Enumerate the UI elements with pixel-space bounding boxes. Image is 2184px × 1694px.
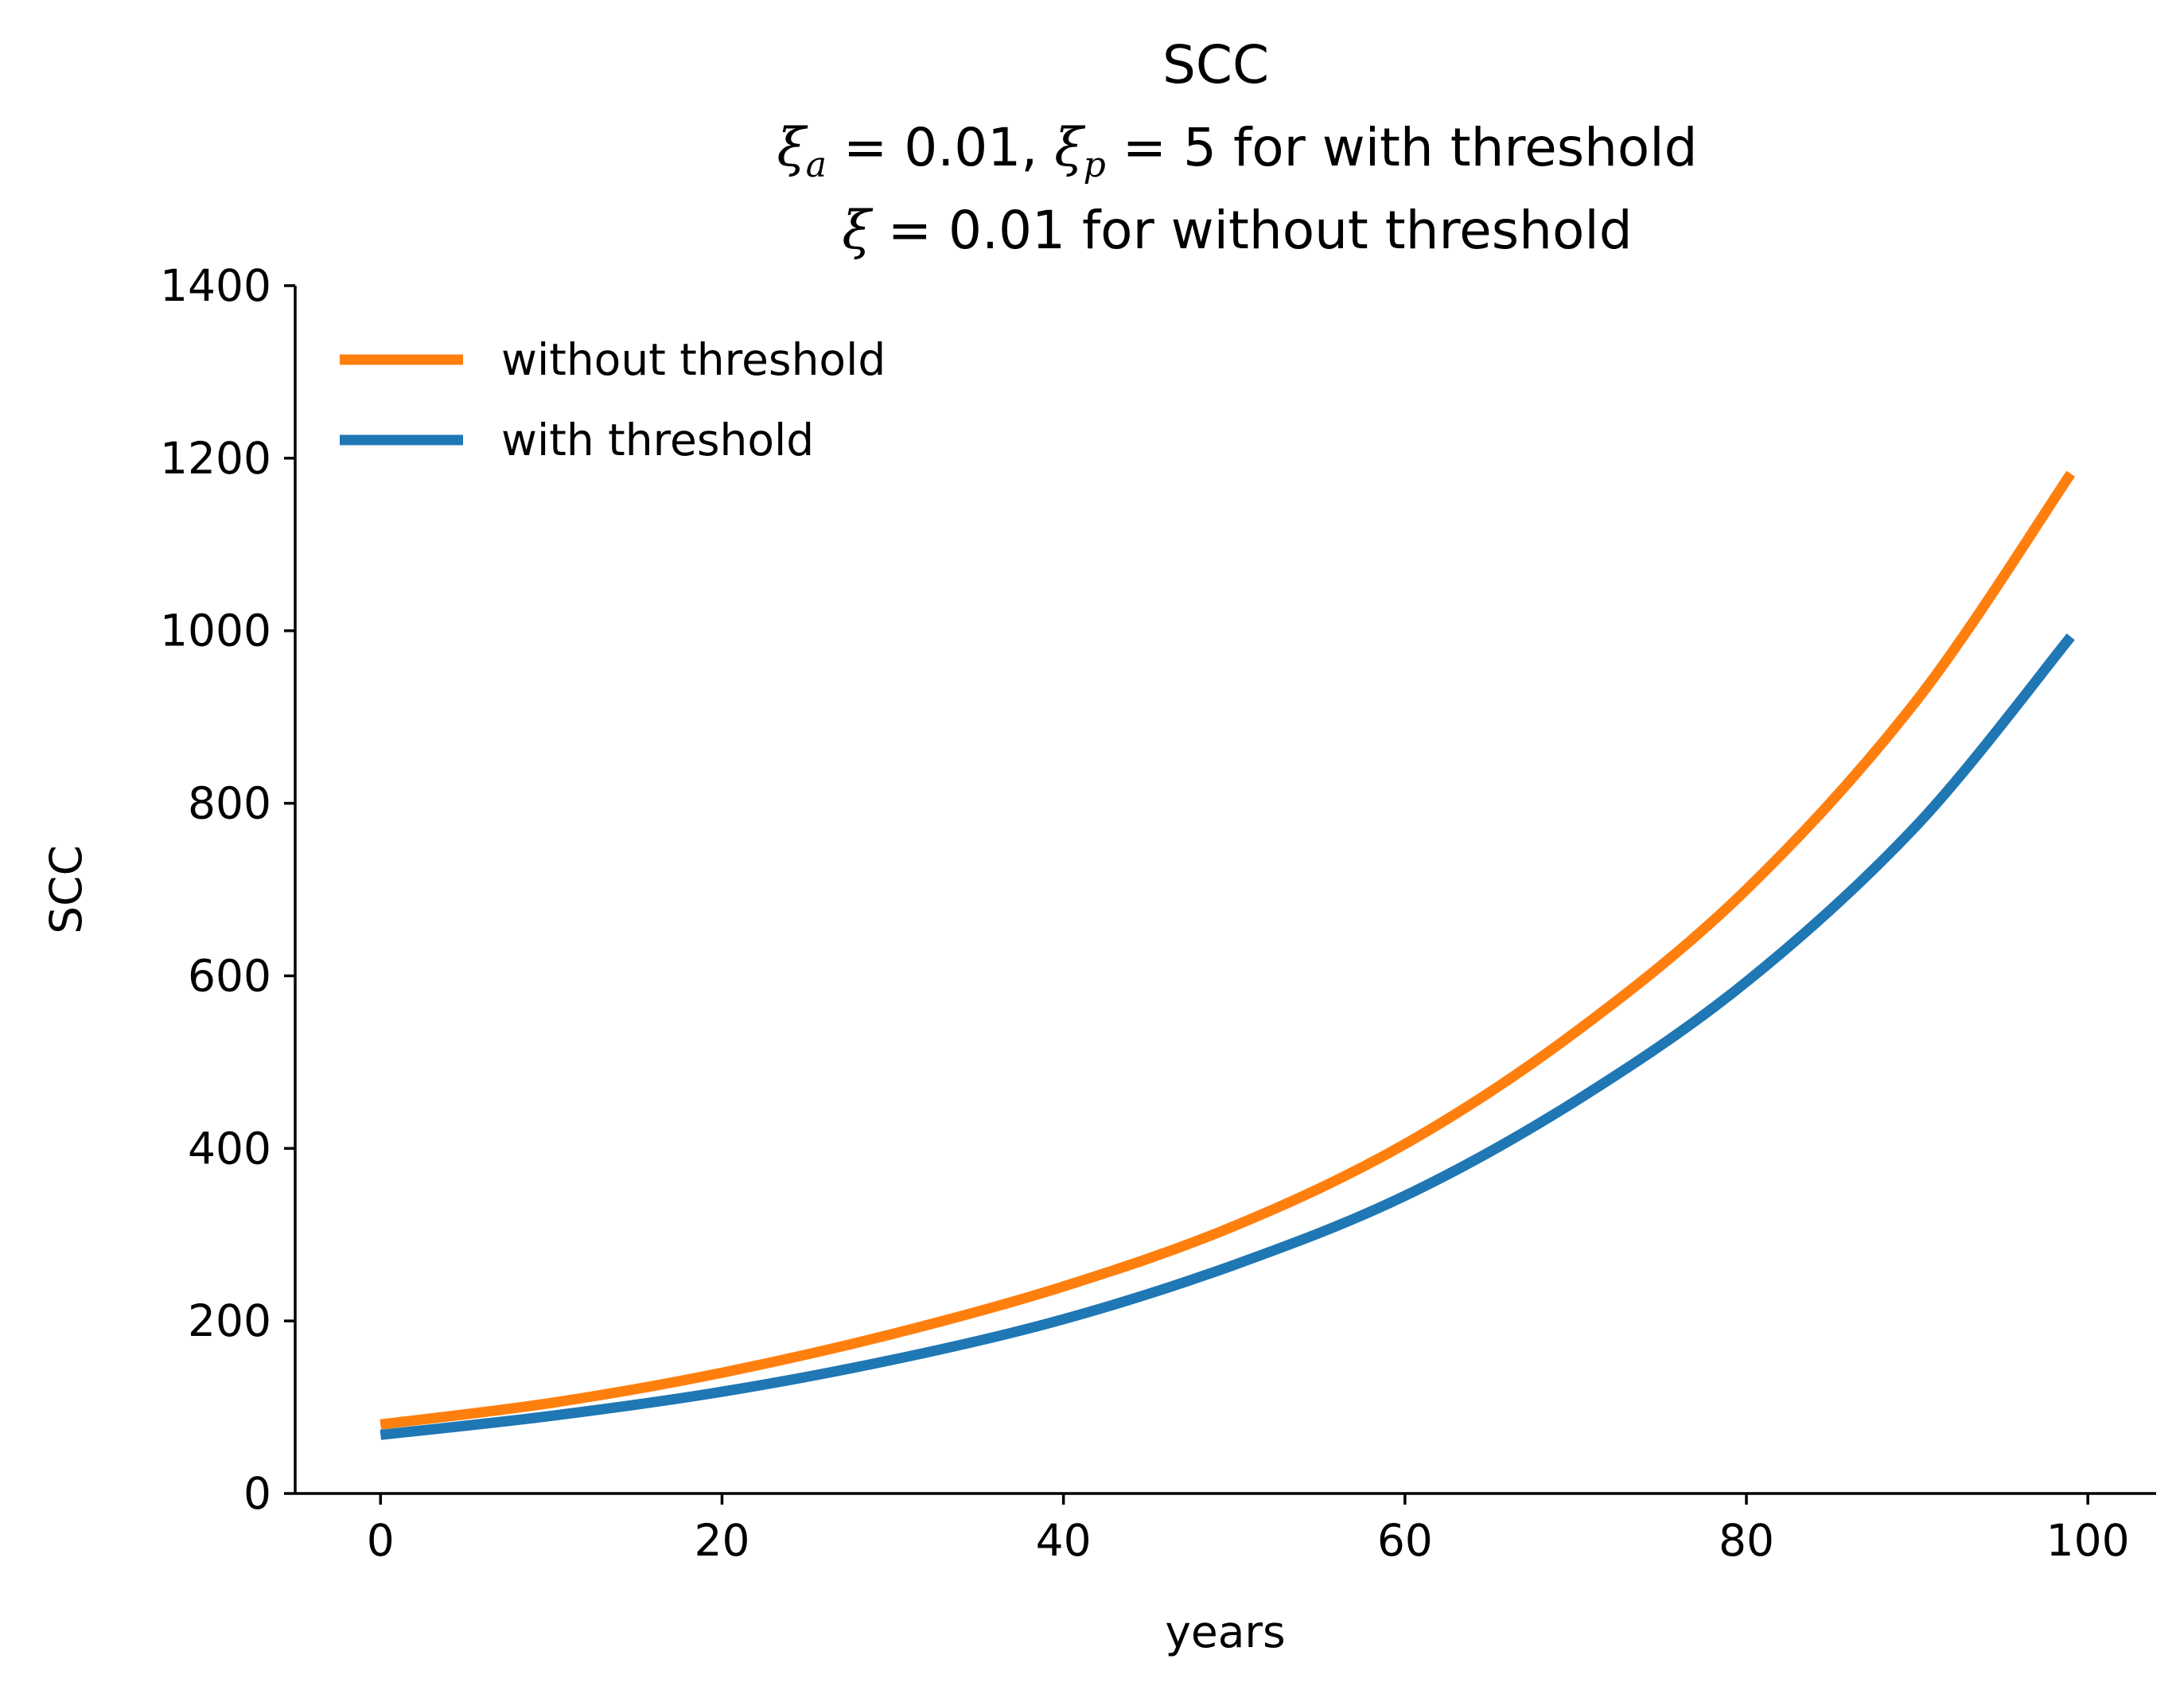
x-tick-label: 0 (367, 1515, 395, 1566)
x-tick-label: 60 (1377, 1515, 1433, 1566)
title-xi-p: ξ (1054, 117, 1086, 178)
x-ticks: 0 20 40 60 80 100 (367, 1493, 2130, 1566)
x-tick-label: 100 (2046, 1515, 2130, 1566)
chart-title: SCC ξa = 0.01, ξp = 5 for with threshold… (777, 34, 1697, 261)
y-tick-label: 600 (188, 950, 271, 1001)
y-ticks: 0 200 400 600 800 1000 1200 1400 (160, 260, 295, 1519)
title-eq: = 0.01 (871, 200, 1065, 261)
title-eq-a: = 0.01, (827, 117, 1054, 178)
legend: without threshold with threshold (340, 334, 886, 465)
y-tick-label: 200 (188, 1295, 271, 1346)
title-line-3-text: for without threshold (1065, 200, 1633, 261)
y-tick-label: 400 (188, 1123, 271, 1174)
x-axis-label: years (1165, 1606, 1285, 1657)
y-tick-label: 800 (188, 778, 271, 829)
title-sub-a: a (806, 145, 827, 185)
title-line-1: SCC (1162, 34, 1269, 95)
x-tick-label: 40 (1036, 1515, 1092, 1566)
series-lines (380, 470, 2076, 1440)
x-tick-label: 20 (694, 1515, 749, 1566)
title-sub-p: p (1084, 145, 1106, 185)
y-tick-label: 1400 (160, 260, 271, 311)
title-xi: ξ (842, 200, 874, 261)
legend-label: without threshold (501, 334, 886, 385)
title-line-2-text: for with threshold (1217, 117, 1698, 178)
series-line-without-threshold (380, 470, 2076, 1430)
title-line-3: ξ = 0.01 for without threshold (842, 200, 1632, 261)
title-line-2: ξa = 0.01, ξp = 5 for with threshold (777, 117, 1697, 185)
legend-label: with threshold (501, 415, 814, 465)
y-axis-label: SCC (41, 845, 91, 934)
title-eq-p: = 5 (1106, 117, 1217, 178)
y-tick-label: 0 (243, 1468, 271, 1519)
series-line-with-threshold (380, 633, 2075, 1440)
x-tick-label: 80 (1719, 1515, 1774, 1566)
y-tick-label: 1000 (160, 606, 271, 656)
y-tick-label: 1200 (160, 433, 271, 484)
title-xi-a: ξ (777, 117, 808, 178)
